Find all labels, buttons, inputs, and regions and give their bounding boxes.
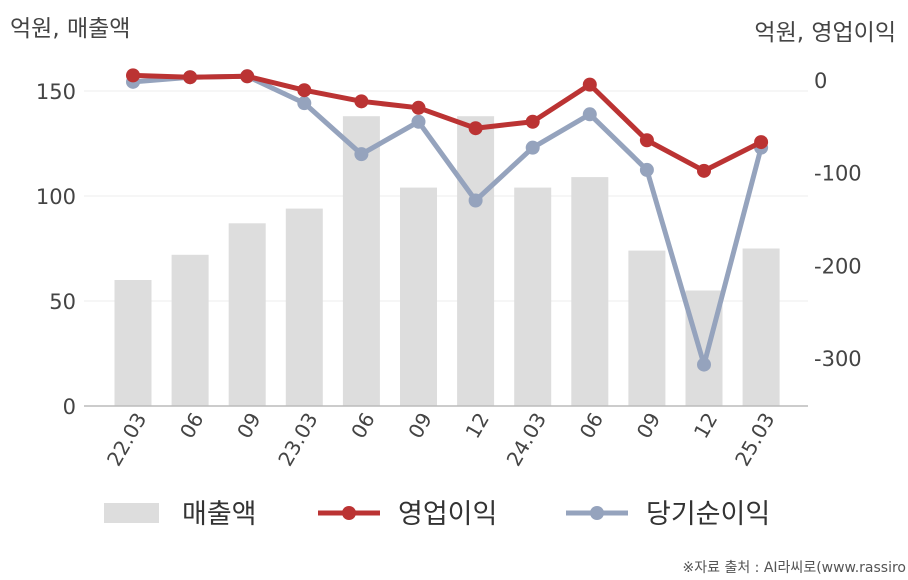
- x-tick-label: 12: [460, 408, 494, 442]
- right-tick-label: -200: [814, 254, 862, 278]
- bar-매출액: [228, 223, 266, 406]
- revenue-bars: [114, 116, 780, 406]
- x-tick-label: 06: [346, 409, 380, 443]
- left-tick-label: 100: [36, 185, 76, 209]
- point-영업이익: [183, 70, 198, 85]
- point-영업이익: [126, 68, 140, 83]
- point-당기순이익: [468, 193, 483, 208]
- point-당기순이익: [639, 162, 654, 177]
- point-영업이익: [468, 121, 483, 136]
- point-영업이익: [411, 100, 426, 115]
- x-tick-label: 24.03: [502, 409, 551, 471]
- legend-label-매출액: 매출액: [182, 499, 257, 530]
- point-당기순이익: [297, 96, 312, 111]
- bar-매출액: [342, 116, 380, 406]
- right-tick-label: -100: [814, 162, 862, 186]
- bar-매출액: [571, 177, 609, 406]
- x-tick-label: 06: [575, 409, 609, 443]
- x-tick-label: 25.03: [730, 409, 779, 471]
- point-당기순이익: [525, 140, 540, 155]
- x-tick-label: 06: [175, 409, 209, 443]
- source-note: ※자료 출처 : AI라씨로(www.rassiro: [683, 560, 906, 576]
- bar-매출액: [114, 280, 152, 406]
- point-영업이익: [354, 94, 369, 109]
- right-tick-label: -300: [814, 347, 862, 371]
- point-당기순이익: [411, 114, 426, 129]
- point-영업이익: [754, 135, 769, 150]
- legend-marker-영업이익: [342, 506, 356, 520]
- left-tick-label: 50: [49, 290, 76, 314]
- legend-label-영업이익: 영업이익: [398, 499, 497, 530]
- point-당기순이익: [354, 147, 369, 162]
- left-axis-ticks: 0 50 100 150: [36, 80, 76, 419]
- point-영업이익: [639, 133, 654, 148]
- profit-lines: [126, 68, 769, 372]
- left-tick-label: 150: [36, 80, 76, 104]
- line-영업이익: [132, 72, 763, 174]
- point-영업이익: [697, 163, 711, 178]
- bar-매출액: [285, 208, 323, 406]
- x-tick-label: 22.03: [102, 409, 151, 471]
- point-영업이익: [582, 77, 597, 92]
- bar-매출액: [742, 248, 780, 406]
- bar-매출액: [457, 116, 495, 406]
- legend: 매출액 영업이익 당기순이익: [104, 499, 770, 530]
- left-tick-label: 0: [63, 395, 76, 419]
- point-영업이익: [525, 114, 540, 129]
- bar-매출액: [171, 254, 209, 406]
- x-axis-ticks: 22.03 06 09 23.03 06 09 12 24.03 06 09 12 25.03: [102, 408, 780, 470]
- bar-매출액: [628, 250, 666, 406]
- point-영업이익: [297, 83, 312, 98]
- point-당기순이익: [697, 357, 711, 372]
- point-영업이익: [240, 69, 255, 84]
- x-tick-label: 09: [632, 409, 666, 443]
- left-axis-unit-label: 억원, 매출액: [10, 16, 130, 42]
- legend-swatch-매출액: [104, 503, 159, 523]
- x-tick-label: 12: [689, 409, 723, 443]
- legend-marker-당기순이익: [590, 506, 604, 520]
- right-axis-unit-label: 억원, 영업이익: [754, 20, 896, 46]
- bar-매출액: [400, 187, 437, 406]
- x-tick-label: 09: [232, 409, 266, 443]
- point-당기순이익: [582, 107, 597, 122]
- x-tick-label: 23.03: [273, 409, 322, 471]
- legend-label-당기순이익: 당기순이익: [646, 499, 770, 530]
- bar-매출액: [514, 187, 552, 406]
- right-axis-ticks: 0 -100 -200 -300: [814, 69, 862, 371]
- right-tick-label: 0: [814, 69, 827, 93]
- x-tick-label: 09: [403, 409, 437, 443]
